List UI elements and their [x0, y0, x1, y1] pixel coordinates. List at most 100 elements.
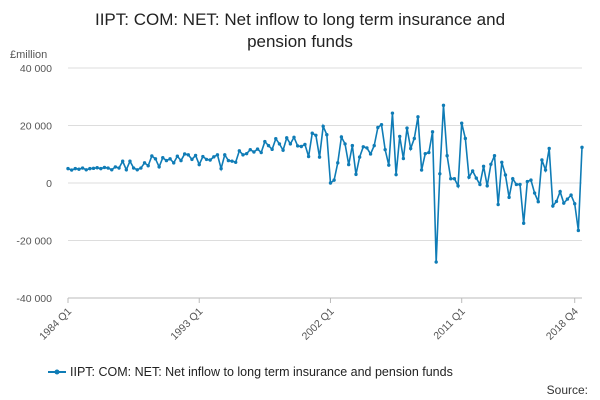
data-point [430, 130, 435, 134]
data-point [529, 178, 533, 182]
data-point [419, 168, 424, 172]
data-point [492, 153, 497, 158]
data-point [91, 166, 96, 171]
data-point [463, 136, 468, 141]
data-point [416, 115, 420, 119]
data-point [223, 153, 227, 157]
data-point [500, 160, 504, 164]
data-point [193, 153, 198, 158]
data-point [66, 166, 70, 171]
x-axis-ticks: 1984 Q1 1993 Q1 2002 Q1 2011 Q1 2018 Q4 [37, 298, 581, 343]
data-point [197, 162, 201, 167]
data-point [474, 176, 478, 180]
data-point [135, 168, 139, 172]
data-point [543, 168, 548, 172]
data-point [580, 145, 584, 150]
data-point [84, 168, 88, 172]
data-point [230, 159, 234, 163]
data-point [310, 131, 314, 135]
y-axis-unit-label: £million [10, 49, 47, 61]
data-point [259, 150, 263, 155]
data-point [452, 176, 457, 181]
data-point [182, 152, 187, 156]
legend[interactable]: IIPT: COM: NET: Net inflow to long term … [48, 365, 453, 379]
data-point [120, 159, 125, 163]
data-point [427, 150, 431, 155]
data-point [408, 146, 413, 151]
data-point [412, 136, 417, 141]
data-point [292, 135, 296, 139]
data-point [496, 202, 500, 207]
data-point [179, 158, 183, 163]
data-point [423, 151, 427, 156]
data-point [569, 193, 573, 197]
data-point [244, 151, 249, 156]
data-point [168, 157, 172, 161]
data-point [288, 142, 293, 146]
data-point [521, 221, 526, 225]
y-tick-label: -40 000 [16, 293, 52, 305]
data-point [263, 139, 267, 144]
data-point [248, 147, 252, 152]
data-point [321, 124, 325, 129]
data-point [562, 201, 566, 205]
legend-marker-swatch [54, 369, 60, 375]
series-line [67, 105, 583, 263]
data-point [434, 260, 438, 264]
data-point [368, 152, 373, 156]
data-point [252, 150, 256, 154]
data-point [456, 184, 460, 188]
data-point [190, 157, 194, 162]
data-point [150, 154, 154, 158]
data-point [306, 154, 311, 159]
data-point [285, 136, 289, 140]
data-point [405, 126, 409, 130]
data-point [390, 111, 395, 115]
y-tick-label: 0 [46, 178, 52, 190]
data-point [161, 156, 165, 160]
data-point [478, 182, 482, 187]
data-point [350, 143, 355, 148]
data-point [281, 148, 285, 152]
data-point [376, 125, 380, 130]
data-point [343, 142, 347, 146]
data-point [441, 103, 446, 108]
chart-title-line-1: IIPT: COM: NET: Net inflow to long term … [95, 10, 505, 29]
data-point [449, 176, 453, 181]
data-point [357, 155, 362, 159]
data-point [481, 164, 486, 169]
data-point [157, 165, 161, 169]
data-point [398, 134, 402, 139]
data-point [212, 155, 216, 159]
data-point [551, 204, 555, 208]
data-point [131, 166, 136, 170]
data-point [460, 121, 464, 125]
x-tick-label: 2018 Q4 [544, 306, 581, 343]
data-point [328, 181, 333, 185]
data-point [314, 133, 318, 137]
data-point [95, 166, 99, 170]
data-point [295, 144, 300, 148]
data-point [438, 172, 442, 176]
gridlines [68, 67, 582, 299]
data-point [69, 168, 74, 172]
data-point [142, 161, 147, 165]
data-point [299, 144, 303, 149]
data-point [124, 168, 129, 172]
data-point [514, 182, 519, 187]
data-point [270, 147, 274, 152]
data-point [383, 147, 387, 152]
data-point [361, 145, 365, 149]
data-point [80, 166, 85, 170]
data-point [88, 166, 92, 171]
chart-title-line-2: pension funds [247, 32, 353, 51]
data-point [489, 162, 493, 167]
data-point [540, 158, 544, 162]
x-tick-label: 1984 Q1 [37, 306, 74, 343]
data-point [208, 158, 212, 162]
data-point [532, 191, 537, 195]
data-point [277, 142, 282, 146]
data-point [241, 153, 245, 157]
data-point [73, 166, 77, 171]
